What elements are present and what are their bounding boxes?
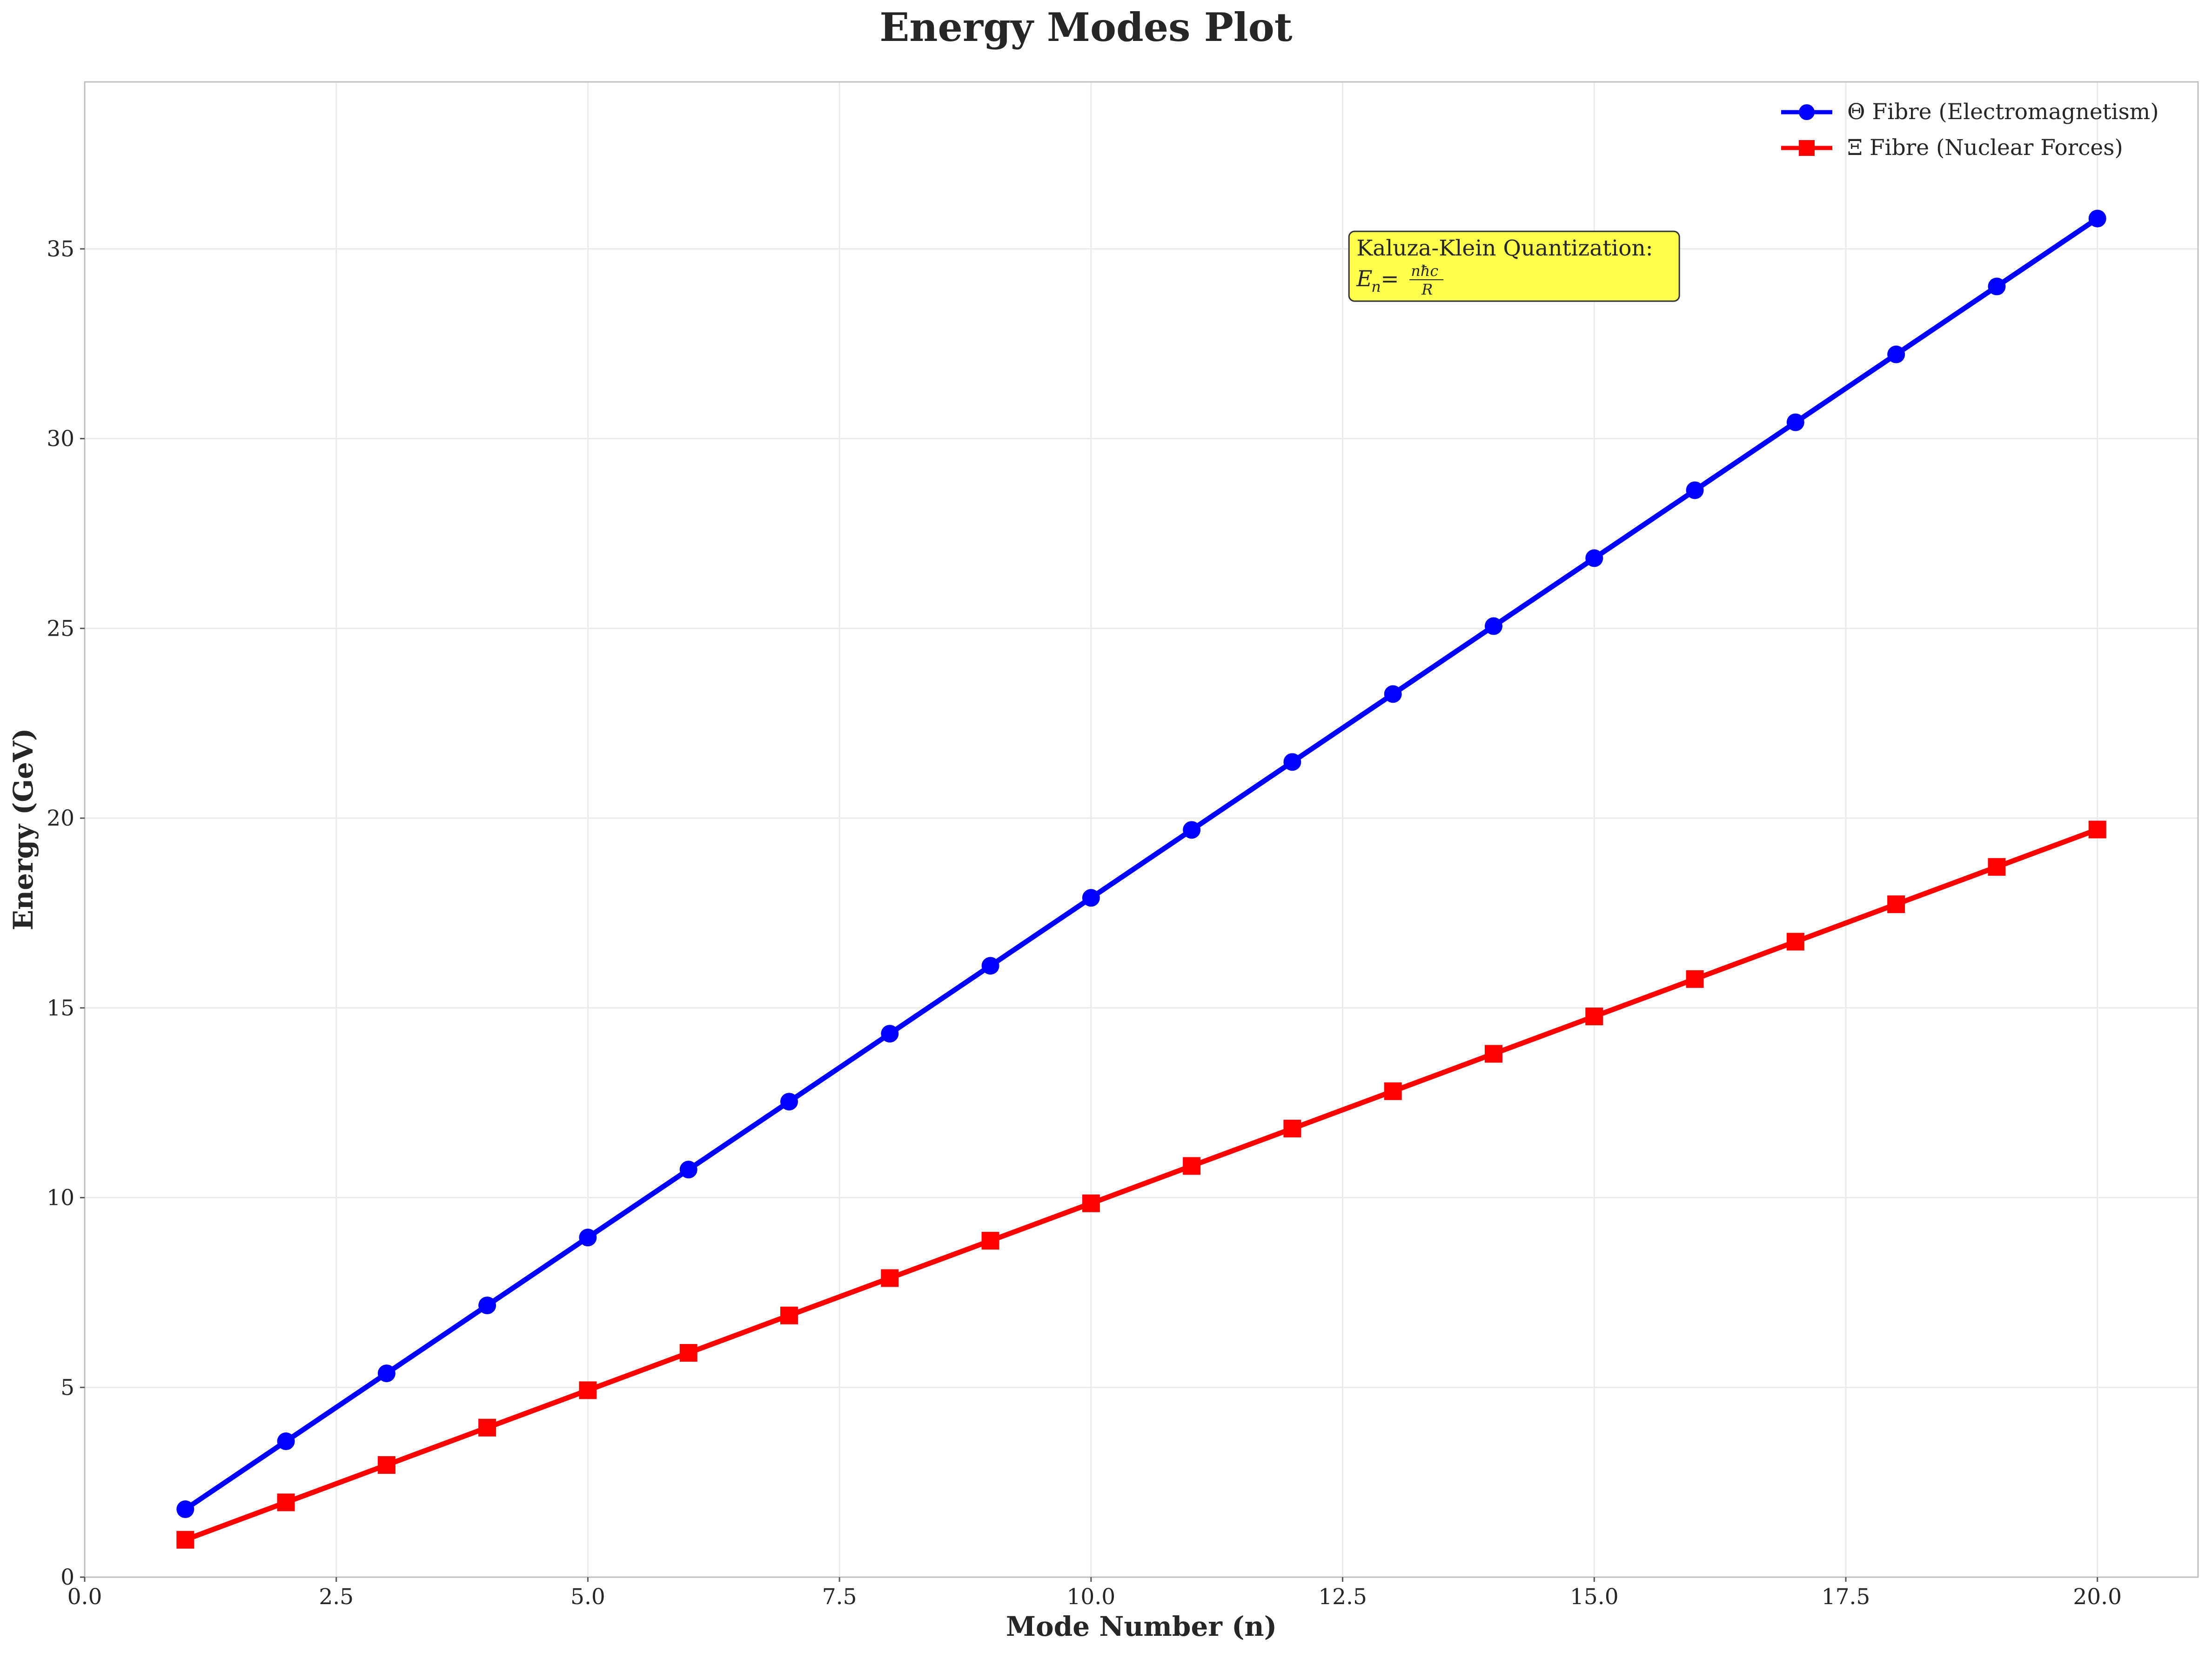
data-point — [377, 1364, 395, 1383]
legend-marker-theta — [1799, 104, 1815, 120]
formula-subscript: n — [1371, 278, 1381, 296]
data-point — [881, 1025, 899, 1043]
x-axis-label: Mode Number (n) — [1006, 1611, 1277, 1642]
data-point — [176, 1531, 194, 1549]
y-axis-ticks: 0 5 10 15 20 25 30 35 — [47, 236, 85, 1590]
x-tick-label: 15.0 — [1570, 1584, 1619, 1610]
annotation-formula: E n = nħc R — [1356, 262, 1444, 298]
y-tick-label: 20 — [47, 806, 74, 831]
data-point — [780, 1093, 798, 1111]
data-point — [1988, 858, 2006, 876]
formula-annotation: Kaluza-Klein Quantization: E n = nħc R — [1348, 230, 1680, 302]
legend-label-theta: Θ Fibre (Electromagnetism) — [1847, 99, 2159, 125]
x-tick-label: 0.0 — [67, 1584, 102, 1610]
data-point — [1887, 345, 1905, 363]
data-point — [579, 1381, 597, 1399]
annotation-box — [1348, 230, 1680, 302]
x-tick-label: 10.0 — [1067, 1584, 1116, 1610]
data-point — [1988, 277, 2006, 296]
data-point — [277, 1493, 295, 1512]
data-point — [1485, 1045, 1502, 1063]
series-theta — [176, 209, 2106, 1519]
y-tick-label: 0 — [60, 1565, 74, 1590]
y-tick-label: 35 — [47, 236, 74, 262]
data-point — [2088, 209, 2106, 228]
y-tick-label: 15 — [47, 995, 74, 1021]
data-point — [679, 1344, 697, 1362]
x-axis-ticks: 0.0 2.5 5.0 7.5 10.0 12.5 15.0 17.5 20.0 — [67, 1577, 2122, 1610]
x-tick-label: 12.5 — [1318, 1584, 1367, 1610]
data-point — [881, 1269, 899, 1287]
data-point — [176, 1500, 194, 1519]
series-layer — [176, 209, 2106, 1549]
data-point — [277, 1432, 295, 1451]
formula-numerator: nħc — [1411, 262, 1438, 280]
data-point — [679, 1161, 697, 1179]
legend-label-xi: Ξ Fibre (Nuclear Forces) — [1847, 135, 2123, 161]
data-point — [1283, 753, 1301, 771]
legend-marker-xi — [1799, 140, 1815, 156]
y-tick-label: 25 — [47, 616, 74, 641]
data-point — [1183, 1157, 1201, 1175]
data-point — [1384, 1082, 1402, 1100]
series-xi — [176, 820, 2106, 1549]
data-point — [780, 1306, 798, 1324]
x-tick-label: 20.0 — [2073, 1584, 2122, 1610]
chart-title: Energy Modes Plot — [879, 4, 1292, 50]
legend-item-xi: Ξ Fibre (Nuclear Forces) — [1781, 135, 2123, 161]
data-point — [2088, 820, 2106, 839]
data-point — [981, 957, 999, 975]
data-point — [1686, 481, 1704, 499]
data-point — [1082, 889, 1100, 907]
data-point — [1686, 970, 1704, 988]
data-point — [1082, 1194, 1100, 1212]
x-tick-label: 5.0 — [570, 1584, 605, 1610]
data-point — [1786, 933, 1804, 951]
data-point — [478, 1418, 496, 1437]
data-point — [981, 1232, 999, 1250]
y-axis-label: Energy (GeV) — [7, 728, 39, 931]
x-tick-label: 2.5 — [319, 1584, 354, 1610]
data-point — [1485, 617, 1502, 635]
annotation-title: Kaluza-Klein Quantization: — [1356, 235, 1653, 261]
formula-equals: = — [1381, 266, 1399, 292]
data-point — [1183, 821, 1201, 839]
data-point — [1283, 1120, 1301, 1138]
x-tick-label: 7.5 — [822, 1584, 857, 1610]
legend-item-theta: Θ Fibre (Electromagnetism) — [1781, 99, 2159, 125]
formula-energy-symbol: E — [1356, 266, 1372, 292]
legend: Θ Fibre (Electromagnetism) Ξ Fibre (Nucl… — [1781, 99, 2159, 161]
y-tick-label: 5 — [60, 1375, 74, 1400]
data-point — [478, 1297, 496, 1315]
y-tick-label: 10 — [47, 1185, 74, 1211]
plot-frame — [84, 81, 2199, 1578]
series-line — [184, 827, 2098, 1542]
y-tick-label: 30 — [47, 426, 74, 452]
data-point — [1585, 1008, 1603, 1026]
data-point — [579, 1229, 597, 1247]
data-point — [1384, 685, 1402, 703]
data-point — [377, 1456, 395, 1474]
data-point — [1887, 895, 1905, 914]
series-line — [184, 216, 2099, 1512]
data-point — [1585, 549, 1603, 567]
formula-denominator: R — [1421, 281, 1433, 298]
plot-area — [85, 82, 2198, 1577]
data-point — [1786, 413, 1804, 431]
x-tick-label: 17.5 — [1822, 1584, 1870, 1610]
